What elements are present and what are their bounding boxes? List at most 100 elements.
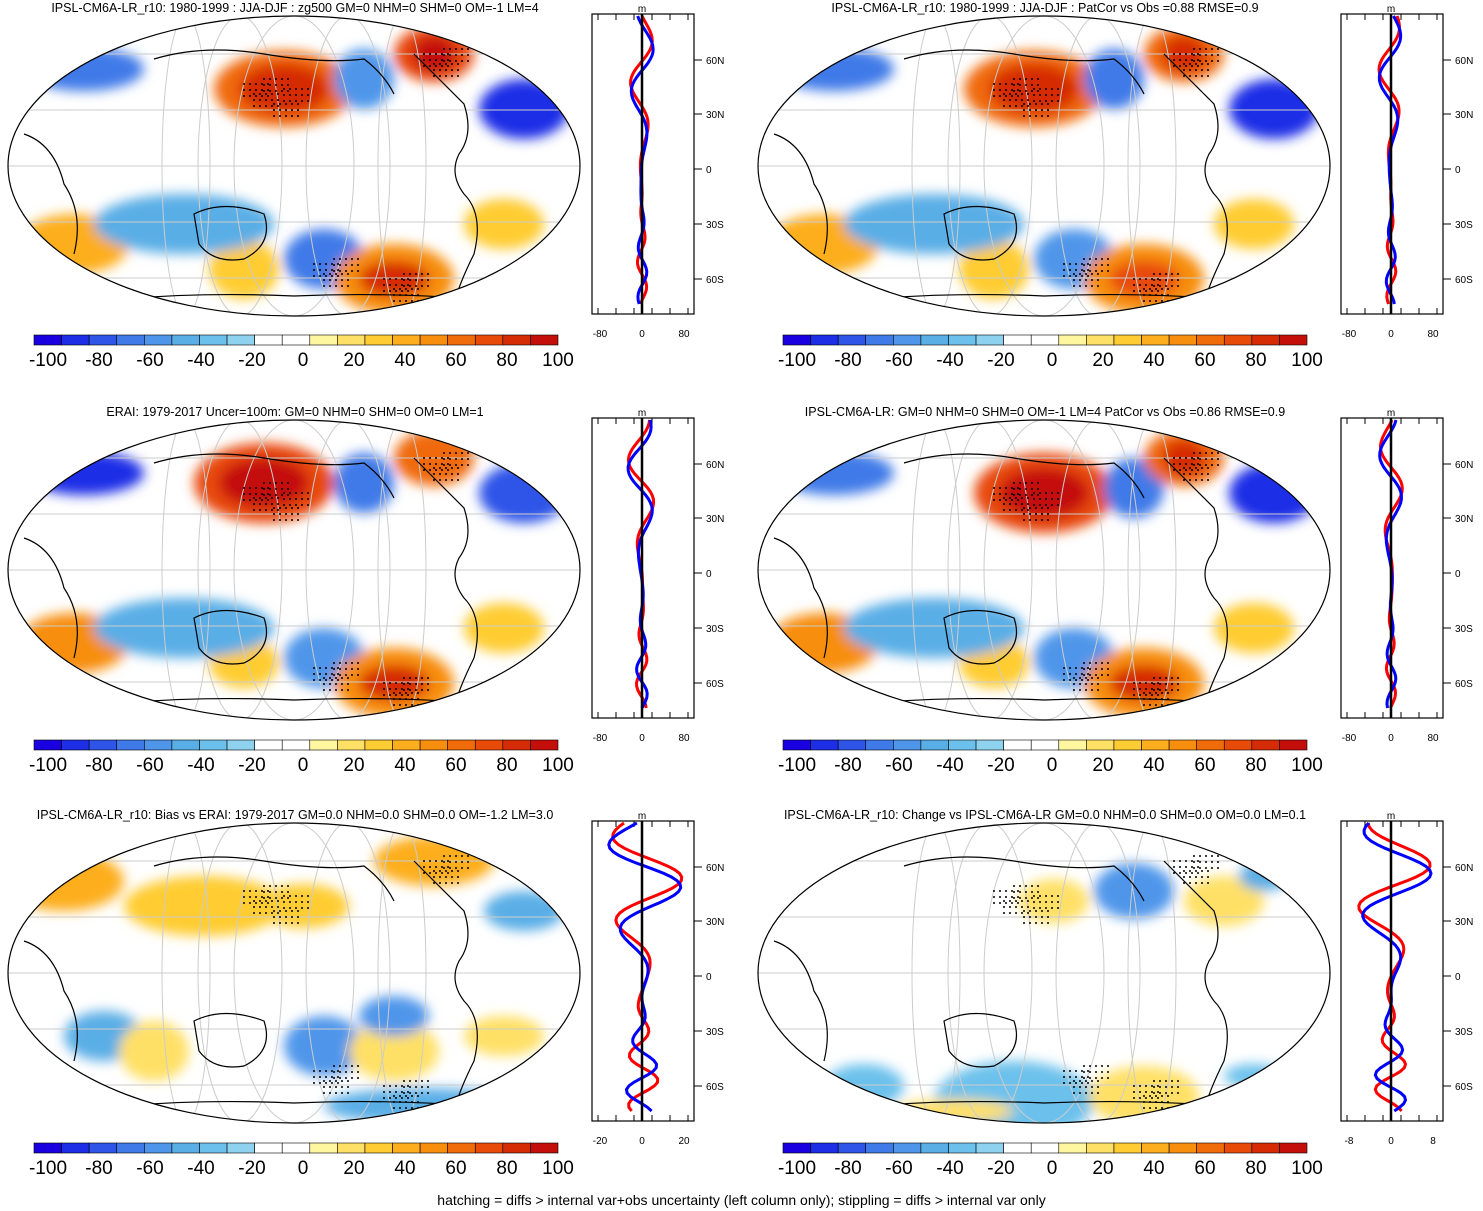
colorbar-swatch (88, 739, 118, 751)
anomaly-region (349, 1021, 439, 1081)
anomaly-region (894, 1099, 1014, 1123)
lat-label: 30S (706, 624, 724, 635)
anomaly-region (94, 598, 274, 658)
profile-x-tick: -8 (1345, 1136, 1354, 1147)
lat-label: 0 (1455, 972, 1461, 983)
lat-label: 60N (1455, 863, 1473, 874)
colorbar-swatch (226, 334, 255, 346)
colorbar-label: -80 (85, 755, 112, 776)
zonal-profile-6: m 60N 30N 0 30S 60S -8 0 8 (1340, 811, 1473, 1147)
colorbar-swatch (364, 739, 393, 751)
colorbar-label: 40 (1143, 755, 1164, 776)
colorbar-label: 80 (496, 350, 517, 371)
colorbar-swatch (392, 739, 421, 751)
colorbar-swatch (337, 334, 366, 346)
colorbar-swatch (309, 334, 338, 346)
profile-x-tick: 20 (678, 1136, 690, 1147)
lat-label: 30N (1455, 514, 1473, 525)
panel-1-title: IPSL-CM6A-LR_r10: 1980-1999 : JJA-DJF : … (51, 1, 539, 15)
colorbar-swatch (502, 1142, 531, 1154)
colorbar-swatch (1196, 334, 1225, 346)
anomaly-region (999, 468, 1089, 518)
coastline-eurasia (903, 453, 1145, 499)
lat-label: 60N (706, 863, 724, 874)
profile-x-tick: -80 (593, 329, 608, 340)
colorbar-label: -80 (85, 350, 112, 371)
coastline-australia (943, 609, 1018, 665)
colorbar-label: -40 (936, 350, 963, 371)
lat-label: 30N (706, 110, 724, 121)
lat-label: 30N (1455, 917, 1473, 928)
colorbar-swatch (1030, 334, 1060, 346)
profile-unit: m (1387, 408, 1395, 419)
colorbar-label: -100 (29, 755, 67, 776)
coastline-eurasia (153, 49, 395, 95)
colorbar-label: -80 (834, 755, 861, 776)
colorbar-swatch (281, 1142, 311, 1154)
colorbar-swatch (782, 739, 811, 751)
colorbar-swatch (810, 1142, 839, 1154)
colorbar-swatch (948, 1142, 977, 1154)
colorbar-swatch (975, 1142, 1004, 1154)
colorbar-swatch (33, 1142, 62, 1154)
lat-label: 60S (706, 1082, 724, 1093)
colorbar-swatch (1251, 739, 1280, 751)
colorbar-swatch (1141, 1142, 1170, 1154)
colorbar-swatch (1113, 334, 1142, 346)
lat-label: 60S (1455, 1082, 1473, 1093)
colorbar-swatch (281, 334, 311, 346)
colorbar-label: 100 (542, 1158, 574, 1179)
profile-x-tick: 80 (1427, 329, 1439, 340)
colorbar-swatch (1086, 1142, 1115, 1154)
zonal-profile-3: m 60N 30N 0 30S 60S -80 0 80 (591, 408, 724, 744)
colorbar-swatch (975, 334, 1004, 346)
anomaly-region (1094, 863, 1174, 919)
colorbar-swatch (61, 334, 90, 346)
anomaly-region (1109, 665, 1179, 701)
colorbar-swatch (364, 334, 393, 346)
profile-line-red (611, 821, 684, 1112)
profile-x-tick: 0 (1388, 329, 1394, 340)
map-border (757, 419, 1331, 721)
zonal-profile-2: m 60N 30N 0 30S 60S -80 0 80 (1340, 4, 1473, 340)
colorbar-swatch (254, 1142, 283, 1154)
lat-label: 60S (1455, 275, 1473, 286)
anomaly-region (1109, 261, 1179, 297)
coastline-americas (413, 860, 478, 1112)
lat-label: 0 (1455, 165, 1461, 176)
anomaly-region (359, 665, 429, 701)
anomaly-region (1104, 458, 1164, 518)
colorbar-swatch (309, 1142, 338, 1154)
colorbar-swatch (474, 334, 504, 346)
colorbar-swatch (1003, 1142, 1032, 1154)
panel-4-title: IPSL-CM6A-LR: GM=0 NHM=0 SHM=0 OM=-1 LM=… (804, 405, 1286, 419)
coastline-americas (413, 457, 478, 709)
map-border (7, 419, 581, 721)
colorbar-3: -100 -80 -60 -40 -20 0 20 40 60 80 100 (29, 739, 574, 776)
colorbar-swatch (33, 334, 62, 346)
anomaly-region (324, 1088, 524, 1123)
colorbar-swatch (392, 334, 421, 346)
colorbar-label: 20 (343, 1158, 364, 1179)
colorbar-swatch (893, 334, 922, 346)
colorbar-label: 0 (298, 1158, 309, 1179)
colorbar-swatch (144, 739, 173, 751)
footer-note: hatching = diffs > internal var+obs unce… (437, 1192, 1046, 1208)
profile-x-tick: -80 (1342, 329, 1357, 340)
colorbar-swatch (782, 1142, 811, 1154)
colorbar-swatch (254, 334, 283, 346)
colorbar-label: -100 (778, 1158, 816, 1179)
colorbar-swatch (419, 1142, 448, 1154)
colorbar-swatch (171, 739, 200, 751)
map-border (7, 822, 581, 1124)
profile-x-tick: 80 (1427, 733, 1439, 744)
anomaly-region (464, 1016, 544, 1056)
colorbar-label: -20 (987, 755, 1014, 776)
anomaly-region (284, 1016, 364, 1076)
colorbar-swatch (948, 334, 977, 346)
colorbar-label: -40 (187, 755, 214, 776)
anomaly-region (1224, 1064, 1284, 1088)
colorbar-label: -100 (778, 350, 816, 371)
colorbar-label: -80 (85, 1158, 112, 1179)
lat-label: 60N (1455, 460, 1473, 471)
